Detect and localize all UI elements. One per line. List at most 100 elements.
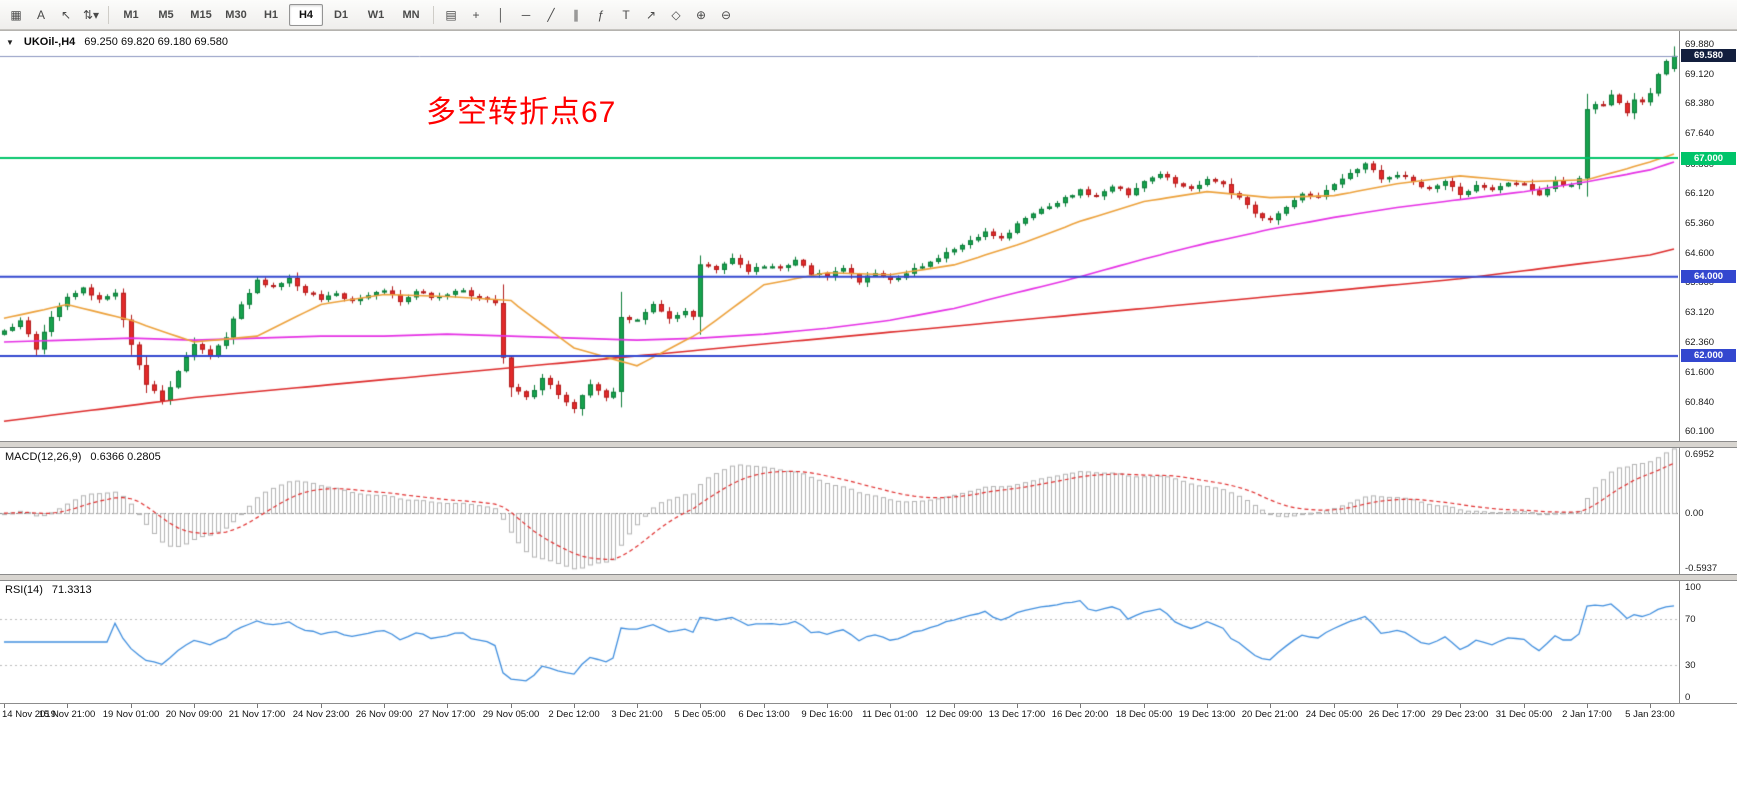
ohlc-values: 69.250 69.820 69.180 69.580 <box>84 36 228 48</box>
macd-axis: 0.6952 0.00 -0.5937 <box>1679 448 1737 574</box>
horizontal-line-icon[interactable]: ─ <box>514 4 538 26</box>
chart-menu-icon[interactable]: ▼ <box>6 38 14 47</box>
rsi-panel[interactable]: 10070300 RSI(14) 71.3313 <box>0 581 1737 703</box>
rsi-canvas[interactable] <box>0 581 1678 703</box>
time-tick <box>194 704 195 708</box>
macd-values: 0.6366 0.2805 <box>90 451 160 463</box>
rsi-header: RSI(14) 71.3313 <box>5 584 92 596</box>
time-tick <box>1524 704 1525 708</box>
timeframe-h4[interactable]: H4 <box>289 4 323 26</box>
new-order-icon[interactable]: ▤ <box>439 4 463 26</box>
time-tick <box>574 704 575 708</box>
cursor-icon[interactable]: ↖ <box>54 4 78 26</box>
time-label: 29 Nov 05:00 <box>483 709 540 720</box>
workspace-below-chart <box>0 725 1737 797</box>
price-axis[interactable]: 69.88069.12068.38067.64066.86066.12065.3… <box>1679 31 1737 441</box>
time-label: 6 Dec 13:00 <box>738 709 789 720</box>
annotation-text[interactable]: 多空转折点67 <box>426 87 616 131</box>
time-tick <box>1080 704 1081 708</box>
timeframe-group: M1M5M15M30H1H4D1W1MN <box>114 4 428 26</box>
price-tick-label: 61.600 <box>1685 367 1714 378</box>
time-tick <box>321 704 322 708</box>
time-label: 24 Nov 23:00 <box>293 709 350 720</box>
chart-ohlc-header: ▼ UKOil-,H4 69.250 69.820 69.180 69.580 <box>6 36 228 48</box>
time-tick <box>67 704 68 708</box>
time-label: 13 Dec 17:00 <box>989 709 1046 720</box>
text-label-icon[interactable]: T <box>614 4 638 26</box>
arrow-object-icon[interactable]: ↗ <box>639 4 663 26</box>
time-tick <box>511 704 512 708</box>
vertical-line-icon[interactable]: │ <box>489 4 513 26</box>
time-label: 9 Dec 16:00 <box>801 709 852 720</box>
timeframe-w1[interactable]: W1 <box>359 4 393 26</box>
time-label: 20 Nov 09:00 <box>166 709 223 720</box>
time-tick <box>1587 704 1588 708</box>
time-tick <box>1460 704 1461 708</box>
trendline-icon[interactable]: ╱ <box>539 4 563 26</box>
main-chart-panel[interactable]: 69.88069.12068.38067.64066.86066.12065.3… <box>0 31 1737 441</box>
time-label: 31 Dec 05:00 <box>1496 709 1553 720</box>
hline-price-tag[interactable]: 62.000 <box>1681 349 1736 362</box>
macd-panel[interactable]: 0.6952 0.00 -0.5937 MACD(12,26,9) 0.6366 0… <box>0 448 1737 574</box>
time-tick <box>890 704 891 708</box>
timeframe-m30[interactable]: M30 <box>219 4 253 26</box>
time-label: 3 Dec 21:00 <box>611 709 662 720</box>
insert-text-icon[interactable]: A <box>29 4 53 26</box>
price-tick-label: 68.380 <box>1685 98 1714 109</box>
time-tick <box>827 704 828 708</box>
toolbar-left-group: ▦A↖⇅▾ <box>4 4 103 26</box>
time-label: 19 Dec 13:00 <box>1179 709 1236 720</box>
hline-price-tag[interactable]: 64.000 <box>1681 270 1736 283</box>
fibonacci-icon[interactable]: ƒ <box>589 4 613 26</box>
hline-price-tag[interactable]: 67.000 <box>1681 152 1736 165</box>
time-label: 26 Nov 09:00 <box>356 709 413 720</box>
macd-canvas[interactable] <box>0 448 1678 574</box>
time-tick <box>700 704 701 708</box>
time-tick <box>1334 704 1335 708</box>
shapes-icon[interactable]: ◇ <box>664 4 688 26</box>
panel-separator[interactable] <box>0 574 1737 581</box>
timeframe-m1[interactable]: M1 <box>114 4 148 26</box>
time-tick <box>257 704 258 708</box>
chart-frame: 69.88069.12068.38067.64066.86066.12065.3… <box>0 30 1737 725</box>
time-tick <box>1144 704 1145 708</box>
time-label: 15 Nov 21:00 <box>39 709 96 720</box>
mt4-window: ▦A↖⇅▾ M1M5M15M30H1H4D1W1MN ▤+│─╱∥ƒT↗◇⊕⊖ … <box>0 0 1737 797</box>
time-tick <box>1017 704 1018 708</box>
time-label: 2 Dec 12:00 <box>548 709 599 720</box>
styles-dropdown-icon[interactable]: ⇅▾ <box>79 4 103 26</box>
price-tick-label: 63.120 <box>1685 307 1714 318</box>
panel-separator[interactable] <box>0 441 1737 448</box>
time-label: 2 Jan 17:00 <box>1562 709 1612 720</box>
time-label: 21 Nov 17:00 <box>229 709 286 720</box>
toolbar-separator <box>433 6 434 24</box>
macd-axis-label: 0.00 <box>1685 508 1704 519</box>
channel-icon[interactable]: ∥ <box>564 4 588 26</box>
time-label: 18 Dec 05:00 <box>1116 709 1173 720</box>
price-tick-label: 67.640 <box>1685 128 1714 139</box>
timeframe-mn[interactable]: MN <box>394 4 428 26</box>
time-label: 26 Dec 17:00 <box>1369 709 1426 720</box>
timeframe-d1[interactable]: D1 <box>324 4 358 26</box>
time-tick <box>4 704 5 708</box>
timeframe-h1[interactable]: H1 <box>254 4 288 26</box>
timeframe-m15[interactable]: M15 <box>184 4 218 26</box>
rsi-axis-label: 0 <box>1685 692 1690 703</box>
price-tick-label: 60.100 <box>1685 426 1714 437</box>
macd-label: MACD(12,26,9) <box>5 451 81 463</box>
macd-axis-label: -0.5937 <box>1685 563 1717 574</box>
time-label: 27 Nov 17:00 <box>419 709 476 720</box>
zoom-out-icon[interactable]: ⊖ <box>714 4 738 26</box>
candlestick-chart-canvas[interactable] <box>0 31 1678 441</box>
rsi-values: 71.3313 <box>52 584 92 596</box>
chart-grid-icon[interactable]: ▦ <box>4 4 28 26</box>
time-tick <box>384 704 385 708</box>
time-axis[interactable]: 14 Nov 201915 Nov 21:0019 Nov 01:0020 No… <box>0 703 1737 725</box>
timeframe-m5[interactable]: M5 <box>149 4 183 26</box>
price-tick-label: 65.360 <box>1685 218 1714 229</box>
zoom-in-icon[interactable]: ⊕ <box>689 4 713 26</box>
macd-axis-label: 0.6952 <box>1685 449 1714 460</box>
time-label: 11 Dec 01:00 <box>862 709 918 720</box>
macd-header: MACD(12,26,9) 0.6366 0.2805 <box>5 451 161 463</box>
crosshair-icon[interactable]: + <box>464 4 488 26</box>
